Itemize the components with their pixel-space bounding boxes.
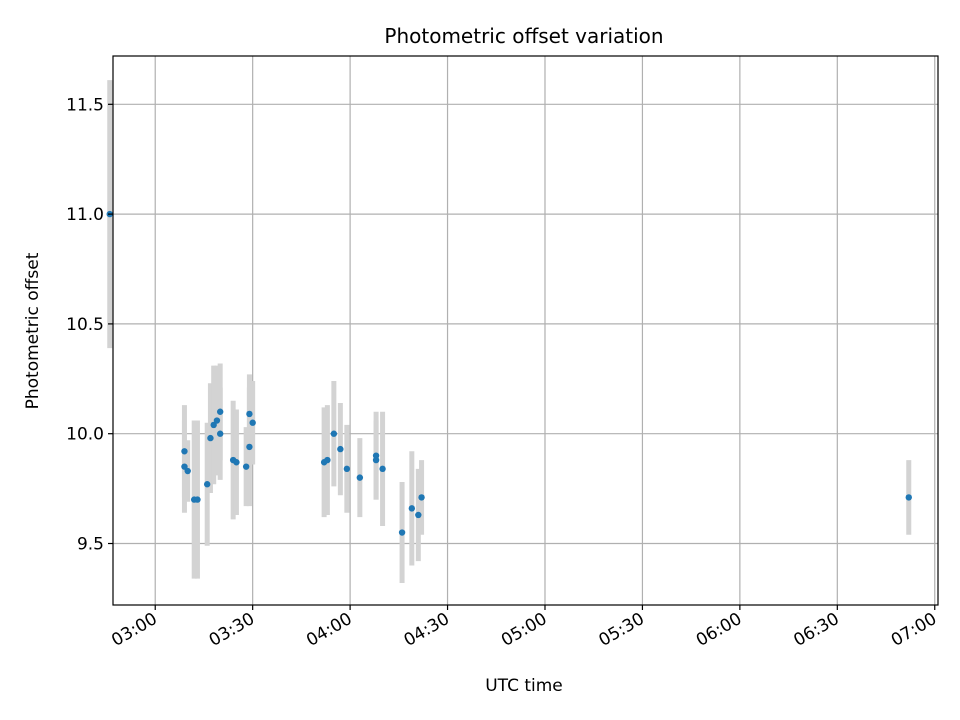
data-point [246,443,253,451]
data-point [184,467,191,475]
data-point [194,496,201,503]
data-point [203,481,211,488]
x-tick-label: 03:30 [206,609,258,651]
y-tick-label: 11.0 [66,205,104,225]
data-point [343,465,351,473]
x-axis-ticks: 03:00 03:30 04:00 04:30 05:00 05:30 06:00 06:30… [108,605,940,651]
data-point [330,430,338,437]
data-point [337,445,344,453]
x-tick-label: 04:30 [401,609,453,651]
data-point [213,417,221,424]
data-point [242,463,250,470]
data-point [210,421,217,429]
x-tick-label: 04:00 [303,609,355,651]
x-axis-label: UTC time [485,676,563,696]
error-bars [107,80,912,584]
data-point [905,494,912,501]
x-tick-label: 07:00 [888,609,940,651]
y-tick-label: 10.5 [66,315,104,335]
y-tick-label: 10.0 [66,425,104,445]
y-tick-label: 9.5 [77,535,104,555]
x-tick-label: 06:30 [790,609,842,651]
data-point [415,511,422,519]
data-point [418,494,425,501]
data-point [408,505,416,512]
data-point [324,456,331,464]
y-tick-label: 11.5 [66,95,104,115]
data-point [356,474,364,481]
x-tick-label: 05:00 [498,609,550,651]
x-tick-label: 03:00 [108,609,160,651]
plot-frame [112,55,939,606]
y-axis-label: Photometric offset [23,252,43,409]
y-axis-ticks: 9.5 10.0 10.5 11.0 11.5 [66,95,113,555]
data-point [246,410,253,418]
data-point [216,408,224,415]
data-point [181,463,188,470]
data-point [249,419,256,426]
data-point [398,529,406,536]
data-point [216,430,224,437]
data-point [207,434,214,442]
data-points [106,210,912,536]
data-point [181,448,188,455]
data-point [372,456,380,464]
x-tick-label: 06:00 [693,609,745,651]
chart-title: Photometric offset variation [384,24,663,48]
x-tick-label: 05:30 [595,609,647,651]
grid-lines [113,56,938,605]
data-point [379,465,386,473]
data-point [233,459,240,466]
data-point [372,452,380,459]
